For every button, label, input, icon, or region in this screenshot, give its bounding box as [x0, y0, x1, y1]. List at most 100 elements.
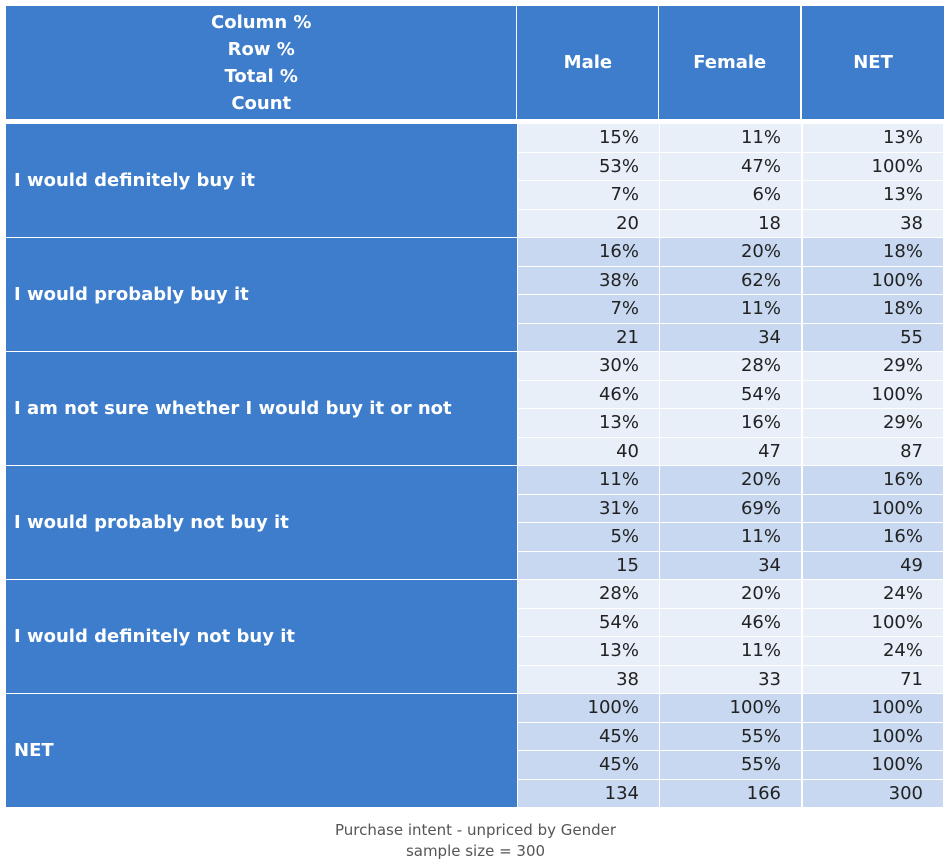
table-cell: 100% [803, 721, 943, 750]
table-cell: 100% [803, 694, 943, 722]
table-cell: 69% [660, 493, 801, 522]
column-header-female: Female [659, 6, 801, 119]
table-cell: 16% [803, 522, 943, 551]
table-cell: 5% [518, 522, 659, 551]
column-female: 20% 46% 11% 33 [660, 580, 801, 693]
table-footer: Purchase intent - unpriced by Gender sam… [0, 820, 951, 862]
table-cell: 13% [518, 636, 659, 665]
table-caption: Purchase intent - unpriced by Gender [334, 821, 617, 839]
table-cell: 53% [518, 151, 659, 180]
table-cell: 38 [518, 664, 659, 693]
table-cell: 18% [803, 238, 943, 266]
table-cell: 300 [803, 778, 943, 807]
column-female: 11% 47% 6% 18 [660, 124, 801, 237]
table-cell: 11% [660, 124, 801, 152]
crosstab-table: Column % Row % Total % Count Male Female… [6, 6, 944, 808]
column-male: 28% 54% 13% 38 [518, 580, 659, 693]
column-male: 100% 45% 45% 134 [518, 694, 659, 807]
table-cell: 16% [518, 238, 659, 266]
table-cell: 33 [660, 664, 801, 693]
table-cell: 100% [660, 694, 801, 722]
column-net: 29% 100% 29% 87 [803, 352, 943, 465]
table-cell: 16% [803, 466, 943, 494]
table-cell: 15 [518, 550, 659, 579]
column-male: 30% 46% 13% 40 [518, 352, 659, 465]
table-cell: 6% [660, 180, 801, 209]
column-female: 28% 54% 16% 47 [660, 352, 801, 465]
statistics-legend: Column % Row % Total % Count [6, 6, 517, 119]
table-cell: 100% [803, 151, 943, 180]
column-net: 24% 100% 24% 71 [803, 580, 943, 693]
table-cell: 28% [518, 580, 659, 608]
column-female: 20% 62% 11% 34 [660, 238, 801, 351]
table-cell: 20% [660, 238, 801, 266]
table-cell: 31% [518, 493, 659, 522]
table-cell: 11% [660, 522, 801, 551]
table-row: I would definitely buy it 15% 53% 7% 20 11% 47… [6, 124, 944, 237]
table-cell: 100% [803, 493, 943, 522]
table-cell: 30% [518, 352, 659, 380]
column-header-net: NET [802, 6, 944, 119]
table-cell: 13% [803, 124, 943, 152]
table-row: I would probably buy it 16% 38% 7% 21 20% 62% 1… [6, 238, 944, 351]
table-cell: 55% [660, 721, 801, 750]
table-cell: 46% [518, 379, 659, 408]
table-cell: 20% [660, 466, 801, 494]
table-cell: 62% [660, 265, 801, 294]
table-cell: 87 [803, 436, 943, 465]
column-male: 16% 38% 7% 21 [518, 238, 659, 351]
table-cell: 21 [518, 322, 659, 351]
table-cell: 38 [803, 208, 943, 237]
table-cell: 34 [660, 322, 801, 351]
table-cell: 40 [518, 436, 659, 465]
stat-label: Row % [227, 38, 295, 60]
column-net: 100% 100% 100% 300 [803, 694, 943, 807]
column-net: 13% 100% 13% 38 [803, 124, 943, 237]
column-net: 18% 100% 18% 55 [803, 238, 943, 351]
sample-size: sample size = 300 [405, 842, 546, 860]
table-row: I would probably not buy it 11% 31% 5% 15 20%… [6, 466, 944, 579]
table-body: I would definitely buy it 15% 53% 7% 20 11% 47… [6, 124, 944, 807]
table-cell: 11% [660, 636, 801, 665]
table-cell: 46% [660, 607, 801, 636]
table-row: NET 100% 45% 45% 134 100% 55% 55% 166 100% 100% 100… [6, 694, 944, 807]
table-cell: 24% [803, 580, 943, 608]
table-cell: 100% [803, 379, 943, 408]
table-cell: 7% [518, 180, 659, 209]
table-cell: 134 [518, 778, 659, 807]
table-cell: 29% [803, 352, 943, 380]
table-cell: 24% [803, 636, 943, 665]
table-cell: 38% [518, 265, 659, 294]
table-header: Column % Row % Total % Count Male Female… [6, 6, 944, 119]
column-male: 15% 53% 7% 20 [518, 124, 659, 237]
table-cell: 166 [660, 778, 801, 807]
table-cell: 49 [803, 550, 943, 579]
table-cell: 16% [660, 408, 801, 437]
table-cell: 29% [803, 408, 943, 437]
table-cell: 47% [660, 151, 801, 180]
table-cell: 20 [518, 208, 659, 237]
table-cell: 18 [660, 208, 801, 237]
table-cell: 7% [518, 294, 659, 323]
row-label: I would probably buy it [6, 238, 517, 351]
table-cell: 100% [803, 265, 943, 294]
table-row: I would definitely not buy it 28% 54% 13% 38… [6, 580, 944, 693]
table-cell: 13% [803, 180, 943, 209]
table-cell: 11% [518, 466, 659, 494]
table-row: I am not sure whether I would buy it or … [6, 352, 944, 465]
row-label: I would probably not buy it [6, 466, 517, 579]
table-cell: 45% [518, 750, 659, 779]
row-label: NET [6, 694, 517, 807]
table-cell: 71 [803, 664, 943, 693]
table-cell: 100% [518, 694, 659, 722]
table-cell: 55% [660, 750, 801, 779]
row-label: I would definitely not buy it [6, 580, 517, 693]
column-net: 16% 100% 16% 49 [803, 466, 943, 579]
table-cell: 100% [803, 607, 943, 636]
table-cell: 13% [518, 408, 659, 437]
stat-label: Total % [224, 65, 298, 87]
table-cell: 11% [660, 294, 801, 323]
table-cell: 54% [518, 607, 659, 636]
table-cell: 55 [803, 322, 943, 351]
table-cell: 18% [803, 294, 943, 323]
